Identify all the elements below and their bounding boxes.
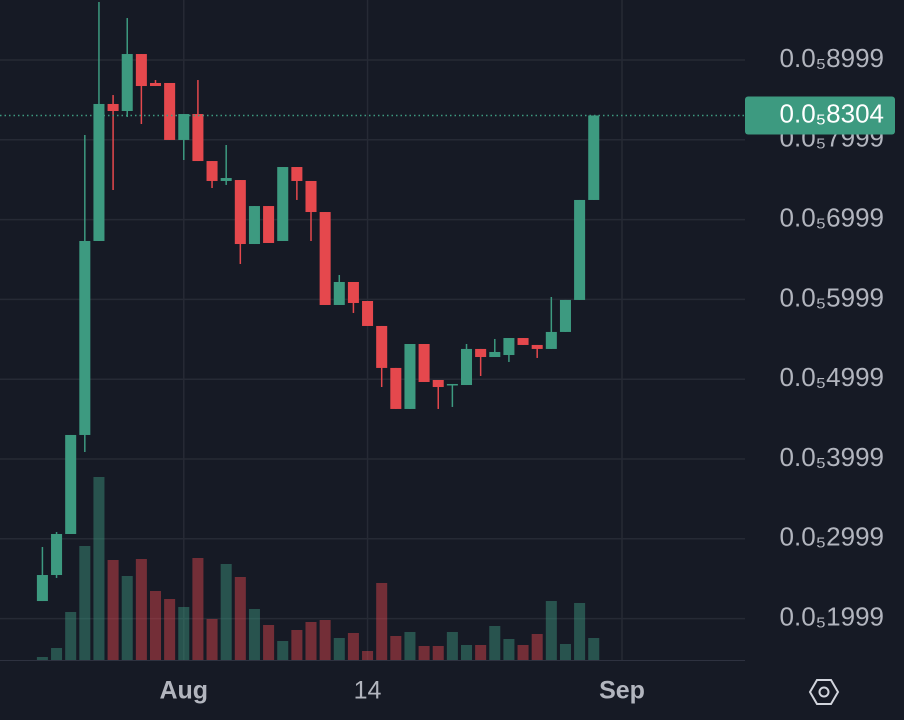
volume-bar: [418, 646, 430, 660]
candle-body: [319, 212, 331, 305]
candle-body: [234, 180, 246, 245]
settings-dot: [818, 686, 830, 698]
candle-body: [559, 299, 571, 332]
candle-body: [178, 114, 190, 140]
candle-body: [192, 114, 204, 162]
candle-body: [460, 348, 473, 386]
candle-body: [107, 103, 119, 111]
volume-bar: [192, 558, 204, 660]
volume-bar: [93, 477, 105, 660]
volume-bar: [446, 632, 458, 660]
candle-layer: [36, 1, 600, 602]
candle-body: [277, 167, 289, 241]
volume-bar: [305, 622, 317, 660]
candle-body: [93, 103, 105, 241]
volume-bar: [36, 657, 48, 660]
volume-bar: [51, 648, 63, 660]
candle-body: [220, 178, 232, 181]
volume-bar: [376, 583, 388, 660]
volume-bar: [347, 633, 359, 660]
candle-body: [489, 351, 501, 358]
volume-bar: [390, 636, 402, 660]
volume-bar: [164, 599, 176, 660]
candle-body: [517, 338, 529, 345]
y-tick-label: 0.0₅5999: [780, 282, 884, 312]
volume-bar: [121, 576, 133, 660]
volume-bar: [263, 625, 275, 660]
volume-bar: [248, 609, 260, 660]
last-price-box: [745, 96, 895, 135]
volume-bar: [574, 603, 586, 660]
y-tick-label: 0.0₅3999: [780, 442, 884, 472]
candle-body: [475, 348, 487, 358]
candle-body: [362, 300, 374, 326]
volume-bar: [79, 546, 91, 660]
candle-body: [36, 575, 48, 602]
candle-body: [305, 180, 317, 213]
candle-body: [531, 344, 543, 349]
volume-bar: [404, 632, 416, 660]
volume-bar: [531, 634, 543, 660]
candle-body: [574, 199, 586, 300]
candle-body: [588, 115, 600, 200]
volume-bar: [277, 641, 289, 660]
settings-icon[interactable]: [808, 679, 840, 705]
y-tick-label: 0.0₅8999: [780, 43, 884, 73]
volume-bar: [559, 644, 571, 660]
volume-bar: [460, 645, 473, 660]
volume-bar: [588, 638, 600, 660]
volume-bar: [178, 607, 190, 660]
y-tick-label: 0.0₅2999: [780, 522, 884, 552]
volume-bar: [362, 651, 374, 660]
candle-body: [135, 54, 147, 87]
candle-body: [164, 82, 176, 140]
volume-bar: [149, 591, 162, 660]
candle-body: [248, 206, 260, 245]
candle-body: [390, 367, 402, 409]
candle-body: [503, 338, 515, 356]
candle-body: [418, 344, 430, 382]
volume-layer: [36, 477, 600, 660]
candle-body: [432, 379, 444, 388]
candle-body: [347, 282, 359, 303]
y-tick-label: 0.0₅4999: [780, 362, 884, 392]
volume-bar: [517, 645, 529, 660]
candle-body: [263, 206, 275, 243]
candle-body: [404, 344, 416, 409]
candle-body: [121, 54, 133, 111]
candle-body: [545, 331, 557, 349]
settings-hexagon: [808, 679, 840, 705]
x-tick-label: 14: [354, 677, 382, 705]
volume-bar: [545, 601, 557, 660]
candle-body: [65, 434, 77, 535]
x-tick-label: Aug: [159, 677, 208, 705]
candle-body: [376, 325, 388, 368]
x-tick-label: Sep: [599, 677, 645, 705]
volume-bar: [220, 564, 232, 660]
volume-bar: [432, 646, 444, 660]
volume-bar: [135, 559, 147, 660]
volume-bar: [333, 638, 345, 660]
candle-body: [149, 82, 162, 87]
volume-bar: [206, 619, 218, 660]
y-tick-label: 0.0₅1999: [780, 601, 884, 631]
volume-bar: [107, 560, 119, 660]
candle-body: [446, 383, 458, 386]
candle-body: [79, 240, 91, 435]
volume-bar: [319, 620, 331, 660]
candle-body: [206, 161, 218, 181]
volume-bar: [291, 630, 303, 660]
last-price-label: 0.0₅8304: [780, 98, 884, 128]
candle-body: [291, 167, 303, 181]
candle-body: [333, 282, 345, 305]
volume-bar: [475, 645, 487, 660]
volume-bar: [503, 639, 515, 660]
volume-bar: [234, 577, 246, 660]
y-tick-label: 0.0₅6999: [780, 202, 884, 232]
volume-bar: [65, 612, 77, 660]
candle-body: [51, 534, 63, 576]
volume-bar: [489, 626, 501, 660]
